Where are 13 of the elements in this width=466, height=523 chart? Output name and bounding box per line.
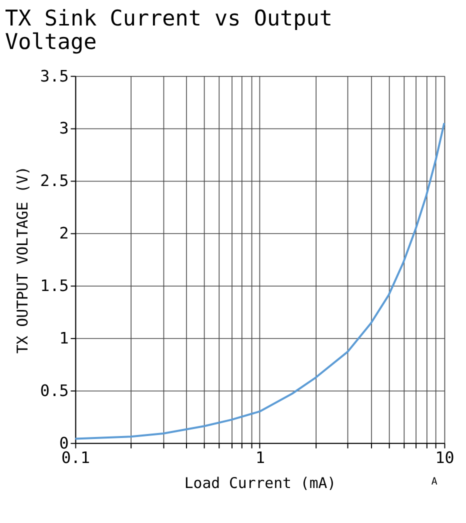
y-tick-label: 3.5 bbox=[40, 66, 69, 86]
y-tick-label: 2.5 bbox=[40, 171, 69, 190]
y-tick-label: 1.5 bbox=[40, 276, 69, 296]
x-tick-label: 10 bbox=[435, 448, 454, 468]
x-axis-title: Load Current (mA) bbox=[184, 474, 336, 492]
chart-title: TX Sink Current vs Output Voltage bbox=[5, 6, 332, 56]
y-tick-label: 0.5 bbox=[40, 380, 69, 400]
y-tick-label: 1 bbox=[59, 328, 69, 348]
y-tick-label: 3 bbox=[59, 118, 69, 138]
text: A bbox=[431, 476, 438, 488]
y-tick-label: 2 bbox=[59, 224, 69, 243]
x-tick-label: 1 bbox=[255, 448, 265, 468]
y-axis-title: TX OUTPUT VOLTAGE (V) bbox=[14, 166, 32, 354]
